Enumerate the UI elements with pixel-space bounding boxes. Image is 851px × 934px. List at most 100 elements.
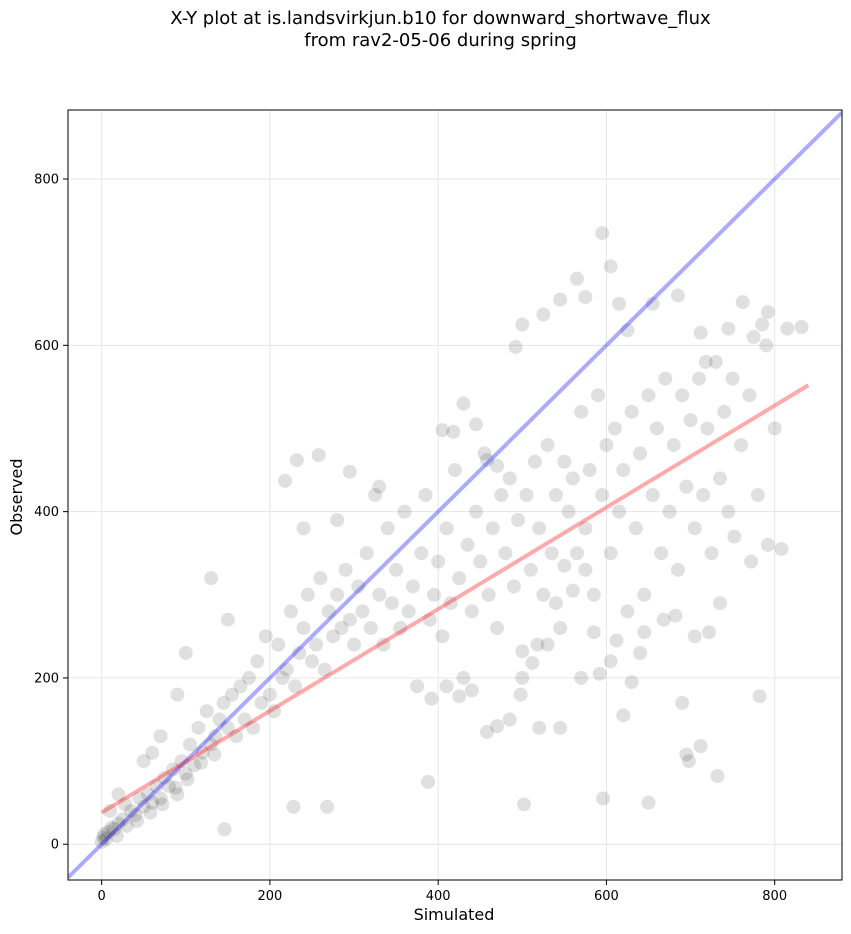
scatter-point <box>515 644 530 659</box>
scatter-point <box>182 737 197 752</box>
scatter-point <box>115 812 130 827</box>
scatter-point <box>721 321 736 336</box>
y-axis-label: Observed <box>7 459 26 536</box>
scatter-point <box>317 662 332 677</box>
scatter-point <box>609 633 624 648</box>
scatter-point <box>515 317 530 332</box>
scatter-point <box>418 488 433 502</box>
scatter-point <box>649 421 664 436</box>
scatter-point <box>225 687 240 702</box>
scatter-point <box>700 421 715 436</box>
scatter-point <box>490 719 505 734</box>
chart-title: X-Y plot at is.landsvirkjun.b10 for down… <box>0 8 851 52</box>
scatter-point <box>536 587 551 602</box>
scatter-point <box>359 546 374 561</box>
x-axis-label: Simulated <box>414 905 495 924</box>
scatter-point <box>691 371 706 386</box>
scatter-point <box>334 621 349 636</box>
scatter-point <box>641 795 656 810</box>
scatter-point <box>734 438 749 453</box>
scatter-point <box>405 579 420 594</box>
scatter-point <box>278 473 293 488</box>
scatter-point <box>300 587 315 602</box>
scatter-point <box>725 371 740 386</box>
scatter-point <box>696 488 711 502</box>
scatter-point <box>616 708 631 723</box>
scatter-point <box>683 413 698 428</box>
scatter-point <box>204 737 219 752</box>
scatter-point <box>750 488 765 502</box>
scatter-point <box>94 834 109 849</box>
scatter-point <box>670 562 685 577</box>
scatter-point <box>530 637 545 652</box>
scatter-point <box>586 625 601 640</box>
scatter-point <box>153 791 168 806</box>
scatter-point <box>557 558 572 573</box>
scatter-point <box>330 512 345 527</box>
scatter-point <box>464 604 479 619</box>
scatter-point <box>220 612 235 627</box>
scatter-point <box>490 621 505 636</box>
scatter-point <box>603 546 618 561</box>
scatter-point <box>191 720 206 735</box>
scatter-point <box>464 683 479 698</box>
scatter-point <box>540 438 555 453</box>
scatter-point <box>603 259 618 274</box>
scatter-point <box>250 654 265 669</box>
scatter-point <box>479 453 494 468</box>
scatter-point <box>155 797 170 812</box>
scatter-point <box>774 542 789 557</box>
scatter-point <box>679 479 694 494</box>
scatter-point <box>582 463 597 478</box>
regression-line <box>100 383 810 815</box>
scatter-point <box>414 546 429 561</box>
scatter-point <box>490 458 505 473</box>
scatter-point <box>612 296 627 311</box>
scatter-point <box>612 504 627 519</box>
scatter-point <box>174 754 189 769</box>
scatter-point <box>721 504 736 519</box>
scatter-point <box>136 799 151 814</box>
scatter-point <box>599 438 614 453</box>
scatter-point <box>548 596 563 611</box>
scatter-point <box>421 774 436 789</box>
scatter-point <box>193 755 208 770</box>
scatter-point <box>592 666 607 681</box>
scatter-point <box>313 571 328 586</box>
scatter-point <box>561 504 576 519</box>
scatter-point <box>439 679 454 694</box>
scatter-point <box>595 488 610 502</box>
scatter-point <box>713 596 728 611</box>
scatter-point <box>698 354 713 369</box>
scatter-point <box>380 521 395 536</box>
scatter-point <box>794 320 809 335</box>
scatter-point <box>426 587 441 602</box>
scatter-point <box>446 424 461 439</box>
scatter-point <box>351 579 366 594</box>
scatter-point <box>368 488 383 502</box>
scatter-point <box>111 816 126 831</box>
scatter-point <box>532 521 547 536</box>
scatter-point <box>132 791 147 806</box>
scatter-point <box>170 687 185 702</box>
scatter-point <box>620 604 635 619</box>
scatter-point <box>204 571 219 586</box>
scatter-point <box>473 554 488 569</box>
x-tick-label: 400 <box>426 889 451 904</box>
scatter-point <box>516 797 531 812</box>
scatter-point <box>363 621 378 636</box>
scatter-point <box>311 448 326 463</box>
scatter-point <box>641 388 656 403</box>
scatter-point <box>136 754 151 769</box>
scatter-point <box>286 799 301 814</box>
scatter-point <box>111 787 126 802</box>
scatter-point <box>662 504 677 519</box>
scatter-point <box>469 504 484 519</box>
scatter-point <box>525 655 540 670</box>
scatter-point <box>502 471 517 486</box>
scatter-point <box>435 423 450 438</box>
scatter-point <box>595 226 610 241</box>
scatter-point <box>149 779 164 794</box>
scatter-point <box>279 662 294 677</box>
